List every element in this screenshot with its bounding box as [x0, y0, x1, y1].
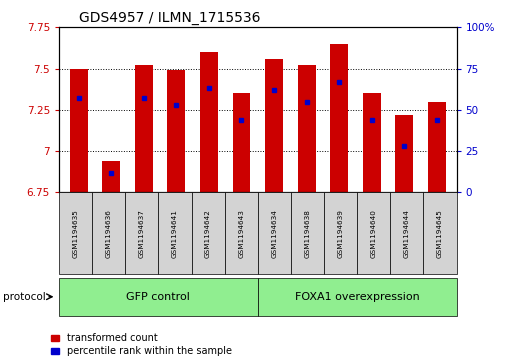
Text: protocol: protocol	[3, 292, 45, 302]
Text: GSM1194644: GSM1194644	[404, 209, 410, 258]
Bar	[330, 44, 348, 192]
Text: GSM1194637: GSM1194637	[139, 209, 145, 258]
Text: GSM1194639: GSM1194639	[338, 209, 344, 258]
Text: GSM1194642: GSM1194642	[205, 209, 211, 258]
Bar	[265, 58, 283, 192]
Text: GSM1194634: GSM1194634	[271, 209, 278, 258]
Text: GSM1194640: GSM1194640	[371, 209, 377, 258]
Bar	[167, 70, 185, 192]
Bar	[135, 65, 153, 192]
Bar	[200, 52, 218, 192]
Bar	[102, 161, 120, 192]
Text: GSM1194643: GSM1194643	[238, 209, 244, 258]
Text: GSM1194636: GSM1194636	[106, 209, 112, 258]
Text: GSM1194645: GSM1194645	[437, 209, 443, 258]
Bar	[232, 93, 250, 192]
Bar	[396, 115, 413, 192]
Text: FOXA1 overexpression: FOXA1 overexpression	[295, 292, 420, 302]
Text: GDS4957 / ILMN_1715536: GDS4957 / ILMN_1715536	[79, 11, 261, 25]
Legend: transformed count, percentile rank within the sample: transformed count, percentile rank withi…	[51, 333, 231, 356]
Text: GFP control: GFP control	[126, 292, 190, 302]
Bar	[428, 102, 446, 192]
Text: GSM1194635: GSM1194635	[72, 209, 78, 258]
Text: GSM1194638: GSM1194638	[305, 209, 310, 258]
Bar	[70, 69, 88, 192]
Text: GSM1194641: GSM1194641	[172, 209, 178, 258]
Bar	[298, 65, 315, 192]
Bar	[363, 93, 381, 192]
